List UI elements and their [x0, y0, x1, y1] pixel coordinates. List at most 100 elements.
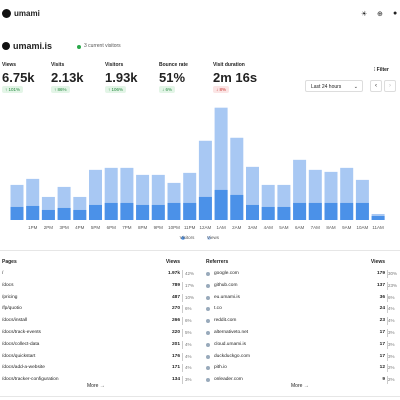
row-percent: 4%: [388, 306, 395, 312]
row-divider: [182, 317, 183, 326]
x-tick-label: 10AM: [357, 225, 369, 230]
row-label: eu.umami.is: [214, 294, 240, 300]
row-label: google.com: [214, 271, 239, 276]
logo-icon: [2, 9, 11, 18]
referrer-icon: [206, 378, 210, 383]
bar: [293, 202, 307, 220]
row-divider: [182, 352, 183, 361]
divider: [0, 396, 400, 397]
bar: [277, 206, 291, 220]
row-divider: [182, 293, 183, 302]
bar: [371, 215, 385, 220]
x-tick-label: 5AM: [279, 225, 289, 230]
metric-label: Visit duration: [213, 62, 245, 68]
bar: [26, 205, 40, 220]
row-label: /docs/install: [2, 318, 28, 324]
metric-change: ↑ 106%: [105, 86, 127, 93]
date-range[interactable]: Last 24 hours ⌄: [305, 80, 363, 92]
row-label: /docs: [2, 282, 14, 288]
bar: [167, 202, 181, 220]
row-percent: 4%: [185, 353, 192, 359]
row-divider: [387, 352, 388, 361]
row-divider: [387, 329, 388, 337]
table-column: Views: [370, 259, 385, 265]
row-label: /docs/add-a-website: [2, 365, 45, 371]
row-divider: [387, 317, 388, 326]
x-tick-label: 7PM: [122, 225, 132, 230]
row-percent: 23%: [388, 282, 398, 288]
x-tick-label: 11PM: [184, 225, 196, 230]
x-tick-label: 2AM: [232, 225, 242, 230]
profile-icon[interactable]: ●: [393, 10, 398, 17]
bar: [214, 189, 228, 220]
row-percent: 3%: [388, 330, 395, 335]
referrer-icon: [206, 295, 210, 300]
row-value: 17: [379, 353, 385, 359]
more-button[interactable]: More →: [87, 383, 105, 389]
row-value: 137: [376, 282, 385, 288]
row-value: 9: [382, 377, 385, 383]
bar: [89, 204, 102, 220]
filter-label: Filter: [376, 67, 389, 73]
row-label: github.com: [214, 282, 238, 288]
filter-button[interactable]: ⫶ Filter: [374, 67, 389, 73]
legend-label: Views: [207, 235, 220, 240]
bar: [324, 202, 338, 220]
metric-label: Visitors: [105, 62, 124, 68]
row-percent: 2%: [388, 365, 395, 371]
row-value: 171: [171, 365, 180, 371]
bar: [198, 196, 212, 220]
row-value: 1.97k: [167, 271, 180, 276]
row-value: 220: [171, 330, 180, 335]
row-divider: [387, 270, 388, 278]
bar: [246, 204, 259, 220]
row-value: 17: [379, 330, 385, 335]
current-visitors: 3 current visitors: [84, 43, 121, 49]
x-tick-label: 6PM: [107, 225, 117, 230]
bar: [355, 202, 369, 220]
x-tick-label: 1PM: [28, 225, 38, 230]
bar: [10, 206, 24, 220]
more-button[interactable]: More →: [291, 383, 309, 389]
logo[interactable]: umami: [14, 9, 40, 18]
table-title: Referrers: [206, 259, 229, 265]
prev-button[interactable]: ‹: [370, 80, 382, 92]
row-value: 487: [171, 294, 180, 300]
metric-change: ↑ 86%: [51, 86, 70, 93]
row-value: 134: [171, 377, 180, 383]
row-value: 12: [379, 365, 385, 371]
language-icon[interactable]: ⊕: [377, 11, 383, 18]
row-value: 23: [379, 318, 385, 324]
x-tick-label: 4PM: [75, 225, 85, 230]
row-value: 266: [171, 318, 180, 324]
row-divider: [182, 376, 183, 385]
row-value: 176: [171, 353, 180, 359]
row-label: duckduckgo.com: [214, 353, 250, 359]
next-button[interactable]: ›: [384, 80, 396, 92]
divider: [0, 250, 400, 251]
theme-icon[interactable]: ☀: [361, 11, 368, 18]
metric-change: ↓ 6%: [159, 86, 176, 93]
legend-label: Visitors: [180, 235, 195, 240]
row-value: 270: [171, 306, 180, 312]
x-tick-label: 5PM: [91, 225, 101, 230]
x-tick-label: 9PM: [154, 225, 164, 230]
bar: [136, 204, 150, 220]
referrer-icon: [206, 307, 210, 312]
metric-value: 6.75k: [2, 70, 35, 85]
row-value: 201: [171, 341, 180, 347]
row-percent: 4%: [388, 318, 395, 324]
metric-value: 1.93k: [105, 70, 138, 85]
row-percent: 42%: [185, 271, 195, 276]
metric-label: Views: [2, 62, 17, 68]
row-percent: 6%: [388, 294, 395, 300]
x-tick-label: 8PM: [138, 225, 148, 230]
bar: [104, 202, 118, 220]
row-divider: [387, 340, 388, 349]
row-label: /docs/tracker-configuration: [2, 377, 59, 383]
row-label: t.co: [214, 306, 222, 312]
row-divider: [387, 364, 388, 373]
metric-value: 2.13k: [51, 70, 84, 85]
